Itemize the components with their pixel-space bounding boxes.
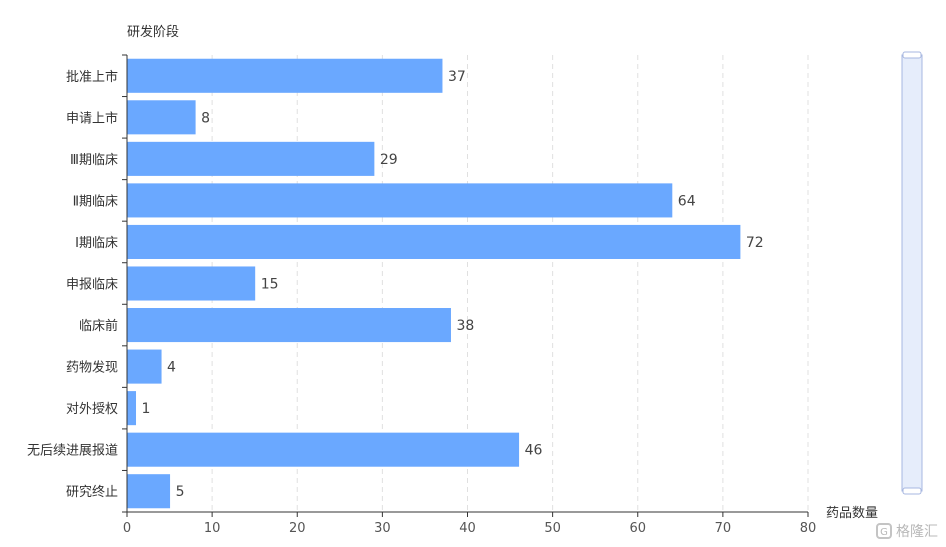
bars-group: 37 8 29 64 72 15 38 4 1 46 5 (127, 58, 764, 509)
y-axis-title: 研发阶段 (127, 24, 179, 40)
x-tick-label: 20 (289, 521, 306, 536)
bar (127, 391, 137, 426)
g-logo-icon: G (876, 523, 892, 539)
x-axis-title: 药品数量 (826, 506, 878, 521)
data-label: 1 (142, 401, 151, 417)
watermark-text: 格隆汇 (896, 524, 938, 540)
bar (127, 224, 741, 259)
data-label: 64 (678, 193, 696, 209)
y-tick-label: Ⅱ期临床 (73, 194, 118, 209)
x-tick-label: 30 (374, 521, 391, 536)
datazoom-handle-bottom[interactable] (902, 487, 922, 495)
x-tick-label: 50 (544, 521, 561, 536)
y-tick-label: 无后续进展报道 (27, 444, 118, 459)
data-label: 72 (746, 235, 764, 251)
data-label: 29 (380, 152, 398, 168)
y-tick-label: 临床前 (79, 318, 118, 334)
bar (127, 266, 256, 301)
data-label: 5 (176, 484, 185, 500)
data-label: 38 (456, 318, 474, 334)
y-tick-label: 申请上市 (66, 110, 118, 126)
data-label: 37 (448, 69, 466, 85)
data-label: 15 (261, 277, 279, 293)
bar (127, 58, 443, 93)
datazoom-track[interactable] (901, 54, 923, 492)
x-tick-label: 80 (800, 521, 817, 536)
x-tick-label: 60 (629, 521, 646, 536)
vertical-datazoom-slider[interactable] (901, 51, 923, 495)
bar (127, 474, 171, 509)
x-tick-label: 0 (123, 521, 131, 536)
bar (127, 141, 375, 176)
grid-lines (211, 55, 809, 512)
y-tick-label: 药物发现 (66, 360, 118, 376)
x-tick-label: 40 (459, 521, 476, 536)
x-axis: 0 10 20 30 40 50 60 70 80 (123, 511, 817, 536)
bar (127, 308, 451, 343)
y-tick-label: 对外授权 (66, 401, 118, 417)
y-tick-label: 申报临床 (66, 278, 118, 293)
data-label: 4 (167, 360, 176, 376)
bar (127, 183, 673, 218)
datazoom-handle-top[interactable] (902, 51, 922, 59)
y-tick-label: 研究终止 (66, 484, 118, 500)
y-tick-label: Ⅰ期临床 (75, 236, 118, 251)
y-tick-label: 批准上市 (66, 69, 118, 85)
x-tick-label: 10 (204, 521, 221, 536)
watermark: G 格隆汇 (876, 521, 938, 541)
bar (127, 349, 162, 384)
y-tick-label: Ⅲ期临床 (70, 153, 118, 168)
data-label: 46 (525, 443, 543, 459)
data-label: 8 (201, 110, 210, 126)
x-tick-label: 70 (715, 521, 732, 536)
bar (127, 100, 196, 135)
bar (127, 432, 520, 467)
